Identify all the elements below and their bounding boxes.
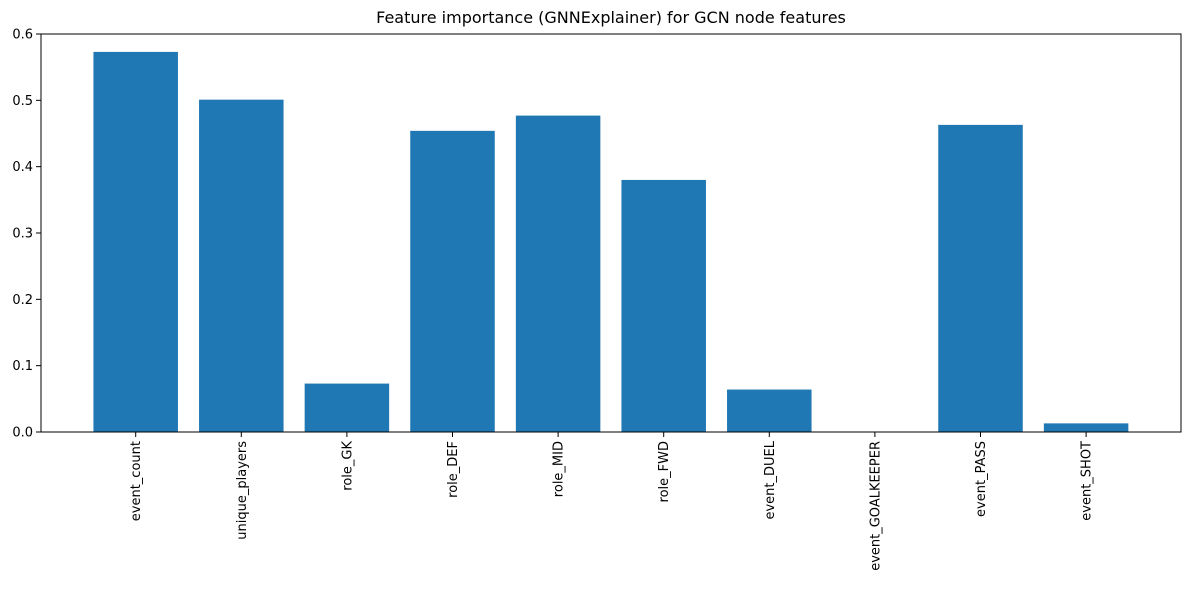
bar-event_DUEL [727, 389, 812, 432]
bar-role_MID [515, 115, 601, 432]
x-tick-label: event_DUEL [763, 440, 778, 519]
plot-frame [40, 33, 1182, 433]
bar-role_DEF [410, 130, 495, 432]
y-tick-label: 0.6 [12, 28, 33, 43]
y-tick-label: 0.5 [12, 94, 33, 109]
bar-event_PASS [938, 124, 1023, 432]
bars-group [93, 51, 1129, 433]
bar-role_GK [304, 383, 390, 432]
chart-title: Feature importance (GNNExplainer) for GC… [376, 8, 846, 27]
y-tick-label: 0.2 [12, 293, 33, 308]
x-tick-label: role_MID [552, 441, 567, 497]
bar-event_count [93, 51, 178, 432]
bar-role_FWD [621, 179, 706, 432]
y-tick-label: 0.4 [12, 160, 33, 175]
x-tick-label: role_GK [340, 441, 355, 491]
x-tick-label: event_SHOT [1080, 441, 1095, 521]
x-tick-label: role_FWD [657, 441, 672, 502]
y-tick-label: 0.1 [12, 359, 33, 374]
x-tick-label: unique_players [235, 441, 250, 540]
y-axis: 0.0 0.1 0.2 0.3 0.4 0.5 0.6 [12, 28, 41, 441]
bar-event_SHOT [1043, 423, 1129, 432]
y-tick-label: 0.0 [12, 426, 33, 441]
x-axis: event_count unique_players role_GK role_DEF… [129, 432, 1095, 571]
x-tick-label: event_PASS [974, 441, 989, 517]
y-tick-label: 0.3 [12, 227, 33, 242]
x-tick-label: event_GOALKEEPER [868, 441, 883, 571]
x-tick-label: event_count [129, 441, 144, 521]
bar-unique_players [199, 99, 284, 433]
x-tick-label: role_DEF [446, 441, 461, 498]
